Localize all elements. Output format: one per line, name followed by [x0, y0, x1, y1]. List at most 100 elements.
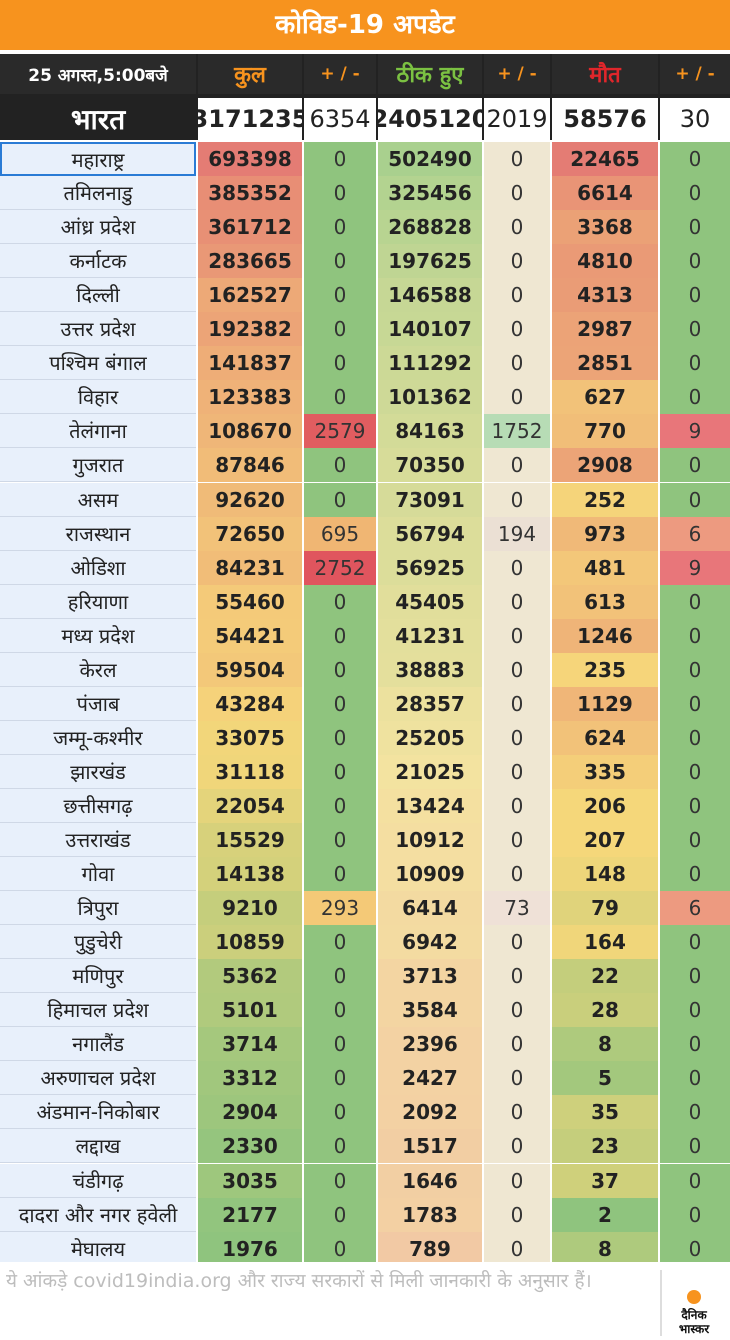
cell-total: 15529 [198, 823, 302, 857]
table-row: ओडिशा 84231 2752 56925 0 481 9 [0, 550, 730, 585]
state-name: तमिलनाडु [0, 176, 196, 211]
cell-tc: 0 [304, 380, 376, 415]
cell-d: 1246 [552, 618, 658, 653]
cell-d: 207 [552, 823, 658, 857]
cell-total: 693398 [198, 142, 302, 176]
table-row: नगालैंड 3714 0 2396 0 8 0 [0, 1027, 730, 1062]
page-title: कोविड-19 अपडेट [0, 0, 730, 50]
cell-tc: 0 [304, 142, 376, 176]
cell-tc: 0 [304, 754, 376, 789]
date-label: 25 अगस्त,5:00बजे [0, 54, 196, 94]
cell-rec: 6414 [378, 891, 482, 926]
state-name: उत्तर प्रदेश [0, 312, 196, 347]
dainik-bhaskar-logo: दैनिक भास्कर [660, 1270, 726, 1336]
table-header: 25 अगस्त,5:00बजे कुल + / - ठीक हुए + / -… [0, 54, 730, 140]
cell-dc: 0 [660, 278, 730, 313]
cell-total: 3035 [198, 1163, 302, 1198]
cell-dc: 0 [660, 1163, 730, 1198]
state-name: गोवा [0, 857, 196, 892]
cell-tc: 0 [304, 686, 376, 721]
cell-dc: 0 [660, 686, 730, 721]
national-name: भारत [0, 98, 196, 140]
state-name: राजस्थान [0, 516, 196, 551]
cell-total: 361712 [198, 210, 302, 245]
cell-rc: 0 [484, 857, 550, 892]
cell-rc: 0 [484, 1027, 550, 1062]
cell-rec: 2092 [378, 1095, 482, 1130]
cell-tc: 0 [304, 210, 376, 245]
state-name: पंजाब [0, 686, 196, 721]
cell-dc: 0 [660, 482, 730, 517]
national-deaths: 58576 [552, 98, 658, 140]
state-name: तेलंगाना [0, 414, 196, 449]
national-recovered-change: 2019 [484, 98, 550, 140]
cell-dc: 0 [660, 346, 730, 381]
cell-rec: 2396 [378, 1027, 482, 1062]
cell-total: 385352 [198, 176, 302, 211]
cell-rc: 1752 [484, 414, 550, 449]
logo-line-1: दैनिक [681, 1308, 707, 1322]
cell-rec: 502490 [378, 142, 482, 176]
cell-tc: 0 [304, 1061, 376, 1096]
table-row: छत्तीसगढ़ 22054 0 13424 0 206 0 [0, 788, 730, 823]
cell-rc: 0 [484, 448, 550, 483]
cell-dc: 0 [660, 176, 730, 211]
cell-rec: 325456 [378, 176, 482, 211]
table-row: विहार 123383 0 101362 0 627 0 [0, 380, 730, 415]
cell-rc: 0 [484, 823, 550, 857]
cell-rec: 3713 [378, 959, 482, 994]
cell-tc: 0 [304, 993, 376, 1028]
table-row: हरियाणा 55460 0 45405 0 613 0 [0, 584, 730, 619]
national-total: 3171235 [198, 98, 302, 140]
sun-icon [687, 1290, 701, 1304]
cell-rc: 0 [484, 1061, 550, 1096]
state-name: केरल [0, 652, 196, 687]
table-row: गोवा 14138 0 10909 0 148 0 [0, 857, 730, 892]
cell-tc: 0 [304, 584, 376, 619]
table-row: दिल्ली 162527 0 146588 0 4313 0 [0, 278, 730, 313]
cell-d: 2908 [552, 448, 658, 483]
cell-rc: 0 [484, 1231, 550, 1266]
source-footnote: ये आंकड़े covid19india.org और राज्य सरका… [6, 1270, 592, 1292]
cell-d: 335 [552, 754, 658, 789]
cell-rec: 13424 [378, 788, 482, 823]
cell-tc: 0 [304, 244, 376, 279]
cell-d: 22 [552, 959, 658, 994]
cell-rec: 70350 [378, 448, 482, 483]
cell-tc: 0 [304, 176, 376, 211]
cell-d: 79 [552, 891, 658, 926]
cell-d: 22465 [552, 142, 658, 176]
table-row: राजस्थान 72650 695 56794 194 973 6 [0, 516, 730, 551]
cell-rec: 28357 [378, 686, 482, 721]
cell-total: 10859 [198, 925, 302, 960]
cell-total: 43284 [198, 686, 302, 721]
cell-total: 59504 [198, 652, 302, 687]
cell-tc: 0 [304, 1197, 376, 1232]
deaths-header: मौत [552, 54, 658, 94]
cell-total: 87846 [198, 448, 302, 483]
table-row: मणिपुर 5362 0 3713 0 22 0 [0, 959, 730, 994]
cell-tc: 0 [304, 618, 376, 653]
cell-d: 5 [552, 1061, 658, 1096]
cell-rc: 0 [484, 482, 550, 517]
cell-dc: 0 [660, 925, 730, 960]
table-row: चंडीगढ़ 3035 0 1646 0 37 0 [0, 1163, 730, 1198]
state-name: उत्तराखंड [0, 823, 196, 857]
cell-dc: 0 [660, 652, 730, 687]
cell-dc: 0 [660, 312, 730, 347]
cell-d: 235 [552, 652, 658, 687]
cell-total: 92620 [198, 482, 302, 517]
cell-tc: 2579 [304, 414, 376, 449]
state-name: चंडीगढ़ [0, 1163, 196, 1198]
cell-tc: 0 [304, 788, 376, 823]
cell-dc: 0 [660, 380, 730, 415]
cell-rec: 41231 [378, 618, 482, 653]
cell-dc: 0 [660, 993, 730, 1028]
cell-rc: 0 [484, 278, 550, 313]
cell-dc: 0 [660, 788, 730, 823]
cell-d: 28 [552, 993, 658, 1028]
cell-rc: 0 [484, 1095, 550, 1130]
cell-d: 252 [552, 482, 658, 517]
cell-rc: 0 [484, 788, 550, 823]
cell-rc: 0 [484, 550, 550, 585]
